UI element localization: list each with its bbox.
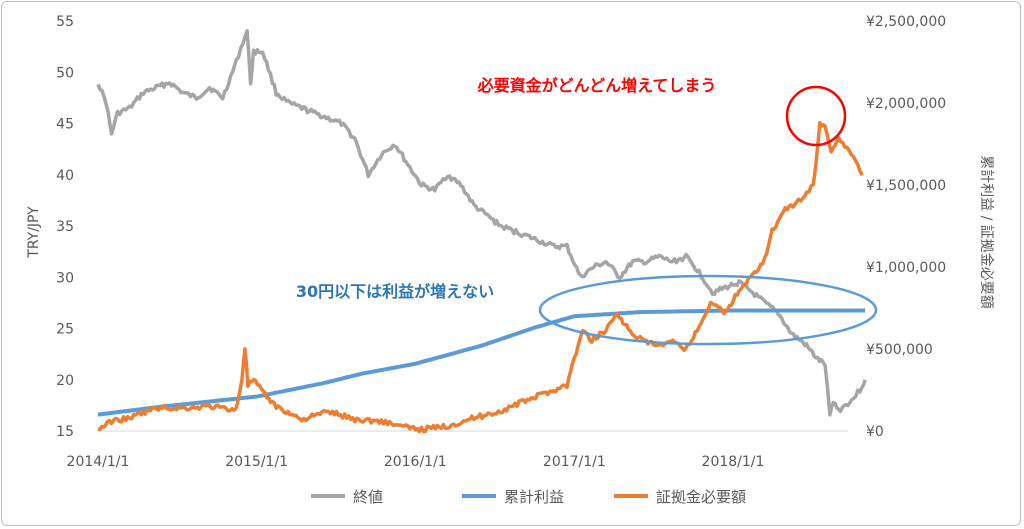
- y-right-tick-label: ¥0: [866, 424, 884, 440]
- y-left-tick-label: 15: [56, 424, 74, 440]
- y-right-tick-label: ¥1,500,000: [866, 178, 946, 194]
- y-left-tick-label: 45: [56, 117, 74, 133]
- y-left-axis-label: TRY/JPY: [26, 206, 42, 259]
- x-tick-label: 2018/1/1: [702, 454, 765, 470]
- legend: 終値 累計利益 証拠金必要額: [311, 488, 746, 506]
- x-tick-label: 2014/1/1: [67, 454, 130, 470]
- y-right-axis-label: 累計利益 / 証拠金必要額: [978, 155, 994, 309]
- y-left-tick-label: 40: [56, 168, 74, 184]
- series-lines: [96, 29, 867, 434]
- series-line-0: [96, 29, 867, 417]
- annotation-red-text: 必要資金がどんどん増えてしまう: [477, 76, 717, 95]
- legend-label: 累計利益: [504, 488, 564, 506]
- y-left-tick-label: 50: [56, 65, 74, 81]
- annotation-blue-ellipse: [538, 274, 878, 346]
- x-tick-label: 2016/1/1: [384, 454, 447, 470]
- annotations: 必要資金がどんどん増えてしまう 30円以下は利益が増えない: [296, 76, 878, 346]
- series-line-1: [97, 308, 866, 417]
- y-left-tick-label: 25: [56, 322, 74, 338]
- ticks: 55 50 45 40 35 30 25 20 15 ¥2,500,000 ¥2,000,000 ¥1…: [56, 14, 946, 470]
- y-right-tick-label: ¥2,000,000: [866, 96, 946, 112]
- legend-label: 証拠金必要額: [656, 488, 746, 506]
- y-left-tick-label: 30: [56, 270, 74, 286]
- annotation-red-circle: [785, 85, 847, 147]
- y-left-tick-label: 55: [56, 14, 74, 30]
- series-line-2: [97, 121, 864, 434]
- y-right-tick-label: ¥500,000: [866, 342, 933, 358]
- x-tick-label: 2017/1/1: [543, 454, 606, 470]
- y-left-tick-label: 20: [56, 373, 74, 389]
- legend-label: 終値: [353, 488, 383, 506]
- annotation-blue-text: 30円以下は利益が増えない: [296, 282, 494, 301]
- y-right-tick-label: ¥1,000,000: [866, 260, 946, 276]
- y-right-tick-label: ¥2,500,000: [866, 14, 946, 30]
- y-left-tick-label: 35: [56, 219, 74, 235]
- x-tick-label: 2015/1/1: [225, 454, 288, 470]
